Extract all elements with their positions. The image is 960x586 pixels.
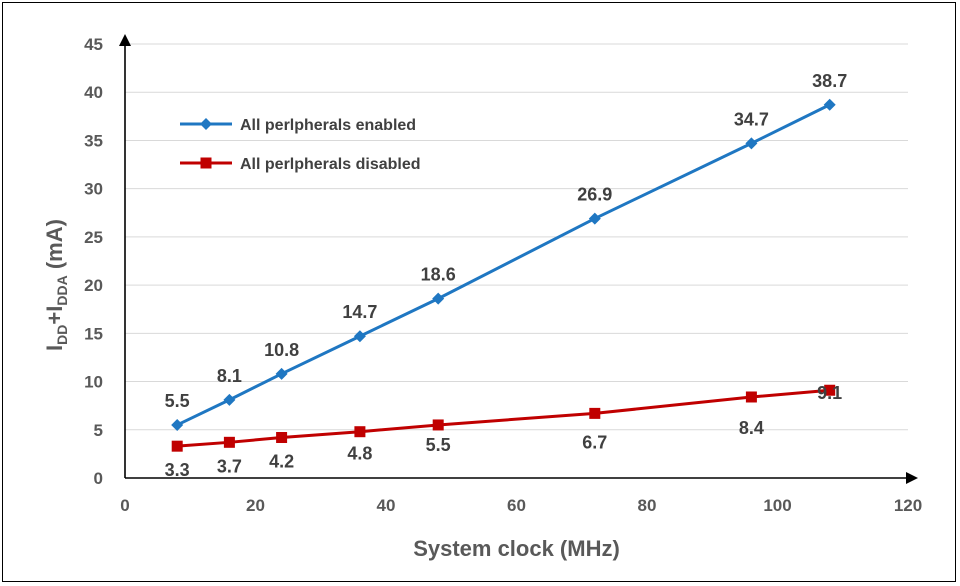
data-label: 3.3 bbox=[165, 460, 190, 480]
data-label: 5.5 bbox=[426, 435, 451, 455]
diamond-marker bbox=[353, 330, 366, 343]
diamond-marker bbox=[171, 418, 184, 431]
data-label: 10.8 bbox=[264, 340, 299, 360]
x-tick-label: 40 bbox=[377, 496, 396, 515]
x-tick-labels: 0 20 40 60 80 100 120 bbox=[120, 496, 922, 515]
diamond-marker bbox=[588, 212, 601, 225]
data-label: 8.4 bbox=[739, 418, 764, 438]
diamond-marker bbox=[745, 137, 758, 150]
y-tick-label: 30 bbox=[84, 180, 103, 199]
x-axis-title: System clock (MHz) bbox=[413, 536, 620, 561]
x-tick-label: 0 bbox=[120, 496, 129, 515]
square-marker bbox=[824, 384, 836, 396]
data-label: 38.7 bbox=[812, 71, 847, 91]
y-tick-label: 25 bbox=[84, 228, 103, 247]
y-tick-label: 20 bbox=[84, 276, 103, 295]
y-title-part: +I bbox=[42, 306, 67, 325]
data-label: 8.1 bbox=[217, 366, 242, 386]
data-label: 34.7 bbox=[734, 109, 769, 129]
y-title-part: (mA) bbox=[42, 219, 67, 275]
data-label: 3.7 bbox=[217, 456, 242, 476]
y-tick-label: 0 bbox=[94, 469, 103, 488]
y-title-subscript: DD bbox=[54, 325, 70, 345]
data-label: 6.7 bbox=[582, 432, 607, 452]
enabled-series-line bbox=[176, 103, 831, 427]
data-label: 14.7 bbox=[342, 302, 377, 322]
square-marker bbox=[745, 391, 757, 403]
y-tick-labels: 0 5 10 15 20 25 30 35 40 45 bbox=[84, 35, 103, 488]
y-tick-label: 10 bbox=[84, 373, 103, 392]
y-title-part: I bbox=[42, 345, 67, 351]
data-label: 26.9 bbox=[577, 185, 612, 205]
y-tick-label: 15 bbox=[84, 324, 103, 343]
data-label: 5.5 bbox=[165, 391, 190, 411]
x-tick-label: 60 bbox=[507, 496, 526, 515]
data-label: 18.6 bbox=[421, 265, 456, 285]
legend-square-marker bbox=[200, 157, 212, 169]
y-axis-arrow bbox=[119, 34, 131, 46]
data-label: 4.2 bbox=[269, 451, 294, 471]
y-tick-label: 40 bbox=[84, 83, 103, 102]
square-marker bbox=[432, 419, 444, 431]
axes bbox=[119, 34, 918, 484]
y-title-subscript: DDA bbox=[54, 275, 70, 305]
x-tick-label: 120 bbox=[894, 496, 922, 515]
legend-label-enabled: All perlpherals enabled bbox=[240, 117, 416, 134]
data-label: 4.8 bbox=[347, 444, 372, 464]
gridlines bbox=[125, 43, 908, 431]
square-marker bbox=[276, 431, 288, 443]
x-axis-arrow bbox=[906, 472, 918, 484]
legend-diamond-marker bbox=[200, 118, 212, 130]
diamond-marker bbox=[223, 393, 236, 406]
data-label: 9.1 bbox=[817, 383, 842, 403]
square-marker bbox=[171, 440, 183, 452]
square-marker bbox=[223, 436, 235, 448]
x-tick-label: 80 bbox=[638, 496, 657, 515]
y-tick-label: 35 bbox=[84, 131, 103, 150]
diamond-marker bbox=[432, 292, 445, 305]
y-tick-label: 45 bbox=[84, 35, 103, 54]
x-tick-label: 100 bbox=[763, 496, 791, 515]
square-marker bbox=[589, 407, 601, 419]
y-axis-title: IDD+IDDA (mA) bbox=[42, 219, 70, 351]
diamond-marker bbox=[823, 98, 836, 111]
y-tick-label: 5 bbox=[94, 421, 103, 440]
square-marker bbox=[354, 426, 366, 438]
legend-label-disabled: All perlpherals disabled bbox=[240, 156, 421, 173]
data-labels: 5.5 8.1 10.8 14.7 18.6 26.9 34.7 38.7 3.3 3.7 4.2 4… bbox=[165, 71, 848, 480]
series-group bbox=[171, 98, 836, 452]
disabled-series-line bbox=[177, 388, 830, 448]
diamond-marker bbox=[275, 367, 288, 380]
legend: All perlpherals enabled All perlpherals d… bbox=[180, 117, 421, 173]
x-tick-label: 20 bbox=[246, 496, 265, 515]
